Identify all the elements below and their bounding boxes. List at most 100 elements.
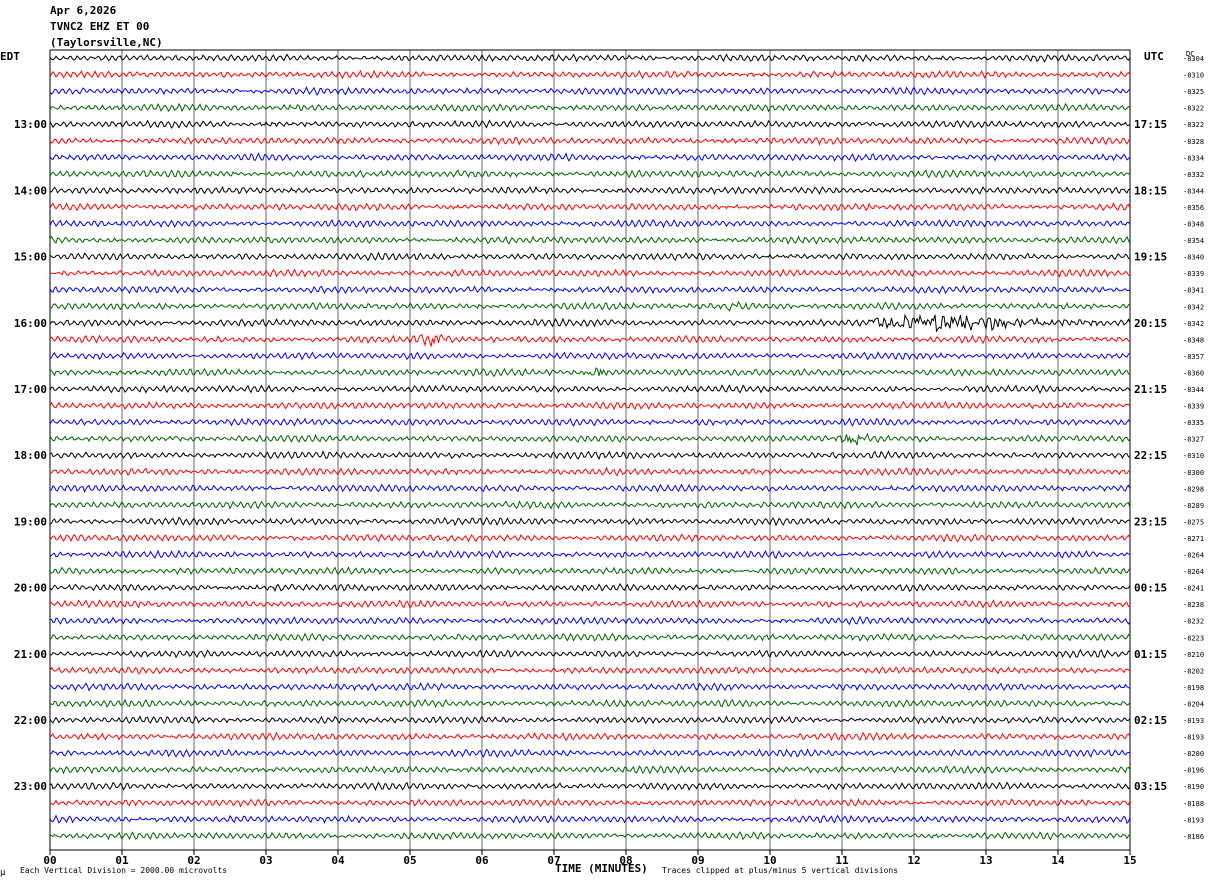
label-layer: 00 01 02 03 04 05 06 07 08 09 10 11 12 13 14 15 -8304 -83… bbox=[14, 55, 1204, 867]
left-hour-label: 15:00 bbox=[14, 251, 47, 264]
seismic-trace-40 bbox=[49, 715, 1131, 725]
dc-offset-label: -8342 bbox=[1183, 320, 1204, 328]
x-axis-title: TIME (MINUTES) bbox=[555, 862, 648, 875]
seismic-trace-31 bbox=[49, 566, 1131, 576]
right-hour-label: 01:15 bbox=[1134, 648, 1167, 661]
seismic-trace-14 bbox=[49, 285, 1131, 295]
left-timezone-label: EDT bbox=[0, 50, 20, 63]
dc-offset-label: -8344 bbox=[1183, 187, 1204, 195]
seismic-trace-38 bbox=[49, 682, 1131, 692]
left-hour-label: 19:00 bbox=[14, 515, 47, 528]
dc-offset-label: -8328 bbox=[1183, 138, 1204, 146]
dc-offset-label: -8210 bbox=[1183, 651, 1204, 659]
dc-offset-label: -8193 bbox=[1183, 734, 1204, 742]
seismic-trace-46 bbox=[49, 814, 1131, 825]
dc-offset-label: -8241 bbox=[1183, 585, 1204, 593]
x-tick-label: 09 bbox=[691, 854, 704, 867]
dc-offset-label: -8289 bbox=[1183, 502, 1204, 510]
seismic-trace-10 bbox=[49, 218, 1131, 229]
dc-offset-label: -8339 bbox=[1183, 403, 1204, 411]
clip-note: Traces clipped at plus/minus 5 vertical … bbox=[662, 866, 899, 875]
dc-offset-label: -8304 bbox=[1183, 55, 1204, 63]
seismic-trace-5 bbox=[49, 136, 1131, 146]
left-hour-label: 14:00 bbox=[14, 184, 47, 197]
x-tick-label: 06 bbox=[475, 854, 489, 867]
seismic-trace-6 bbox=[49, 152, 1131, 163]
seismic-trace-15 bbox=[49, 300, 1131, 312]
dc-offset-label: -8264 bbox=[1183, 552, 1204, 560]
seismic-trace-4 bbox=[49, 119, 1131, 129]
seismic-trace-43 bbox=[49, 765, 1131, 775]
seismic-trace-20 bbox=[49, 384, 1131, 394]
seismic-trace-9 bbox=[49, 202, 1131, 212]
x-tick-label: 02 bbox=[187, 854, 200, 867]
header-station: TVNC2 EHZ ET 00 bbox=[50, 20, 150, 33]
seismic-trace-11 bbox=[49, 235, 1131, 245]
x-tick-label: 04 bbox=[331, 854, 345, 867]
dc-offset-label: -8322 bbox=[1183, 105, 1204, 113]
dc-offset-label: -8344 bbox=[1183, 386, 1204, 394]
dc-offset-label: -8204 bbox=[1183, 700, 1204, 708]
right-hour-label: 23:15 bbox=[1134, 515, 1167, 528]
dc-offset-label: -8238 bbox=[1183, 601, 1204, 609]
dc-offset-label: -8190 bbox=[1183, 783, 1204, 791]
seismic-trace-47 bbox=[49, 831, 1131, 841]
right-hour-label: 17:15 bbox=[1134, 118, 1167, 131]
seismic-trace-16 bbox=[49, 313, 1131, 333]
left-hour-label: 21:00 bbox=[14, 648, 47, 661]
dc-offset-label: -8186 bbox=[1183, 833, 1204, 841]
seismic-trace-35 bbox=[49, 632, 1131, 642]
dc-offset-label: -8202 bbox=[1183, 667, 1204, 675]
x-tick-label: 11 bbox=[835, 854, 849, 867]
dc-offset-label: -8198 bbox=[1183, 684, 1204, 692]
header-date: Apr 6,2026 bbox=[50, 4, 117, 17]
x-tick-label: 10 bbox=[763, 854, 776, 867]
seismic-trace-32 bbox=[49, 582, 1131, 593]
plot-frame bbox=[49, 49, 1131, 851]
right-hour-label: 00:15 bbox=[1134, 582, 1167, 595]
dc-offset-label: -8334 bbox=[1183, 154, 1204, 162]
seismic-trace-7 bbox=[49, 169, 1131, 179]
corner-mark: μ bbox=[0, 868, 6, 878]
left-hour-label: 23:00 bbox=[14, 780, 47, 793]
seismic-trace-0 bbox=[49, 53, 1131, 63]
seismic-trace-28 bbox=[49, 516, 1131, 527]
left-hour-label: 13:00 bbox=[14, 118, 47, 131]
left-hour-label: 22:00 bbox=[14, 714, 47, 727]
seismic-trace-29 bbox=[49, 533, 1131, 543]
seismic-trace-30 bbox=[49, 549, 1131, 560]
dc-offset-label: -8300 bbox=[1183, 469, 1204, 477]
left-hour-label: 20:00 bbox=[14, 582, 47, 595]
dc-offset-label: -8356 bbox=[1183, 204, 1204, 212]
seismic-trace-24 bbox=[49, 450, 1131, 461]
dc-offset-label: -8298 bbox=[1183, 485, 1204, 493]
dc-offset-label: -8188 bbox=[1183, 800, 1204, 808]
seismic-trace-22 bbox=[49, 417, 1131, 427]
dc-label: DC bbox=[1186, 50, 1195, 58]
dc-offset-label: -8271 bbox=[1183, 535, 1204, 543]
dc-offset-label: -8264 bbox=[1183, 568, 1204, 576]
x-tick-label: 05 bbox=[403, 854, 416, 867]
dc-offset-label: -8340 bbox=[1183, 254, 1204, 262]
dc-offset-label: -8332 bbox=[1183, 171, 1204, 179]
right-hour-label: 19:15 bbox=[1134, 251, 1167, 264]
dc-offset-label: -8335 bbox=[1183, 419, 1204, 427]
x-tick-label: 14 bbox=[1051, 854, 1065, 867]
dc-offset-label: -8325 bbox=[1183, 88, 1204, 96]
trace-layer bbox=[49, 53, 1131, 841]
dc-offset-label: -8193 bbox=[1183, 717, 1204, 725]
seismic-trace-26 bbox=[49, 483, 1131, 493]
x-tick-label: 00 bbox=[43, 854, 56, 867]
x-tick-label: 03 bbox=[259, 854, 272, 867]
right-hour-label: 20:15 bbox=[1134, 317, 1167, 330]
dc-offset-label: -8360 bbox=[1183, 369, 1204, 377]
x-tick-label: 08 bbox=[619, 854, 632, 867]
dc-offset-label: -8223 bbox=[1183, 634, 1204, 642]
left-hour-label: 17:00 bbox=[14, 383, 47, 396]
right-hour-label: 22:15 bbox=[1134, 449, 1167, 462]
seismic-trace-13 bbox=[49, 268, 1131, 278]
dc-offset-label: -8348 bbox=[1183, 336, 1204, 344]
right-hour-label: 03:15 bbox=[1134, 780, 1167, 793]
dc-offset-label: -8200 bbox=[1183, 750, 1204, 758]
